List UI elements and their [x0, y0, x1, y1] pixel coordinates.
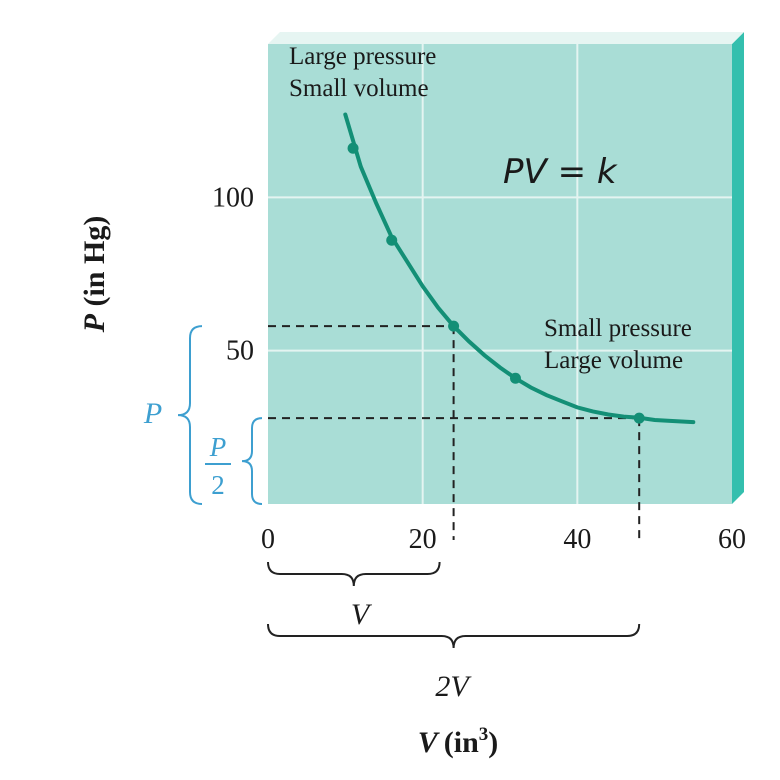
y-tick-label-100: 100 [212, 182, 254, 213]
data-point-4 [509, 372, 521, 384]
y-tick-label-50: 50 [226, 336, 254, 367]
x-tick-label-60: 60 [718, 524, 746, 555]
brace-label-p: P [143, 397, 162, 430]
x-axis-symbol: V [418, 726, 441, 759]
x-tick-labels: 0 20 40 60 [261, 524, 746, 555]
y-axis-unit: (in Hg) [78, 216, 111, 314]
annotation-large-pressure: Large pressure [289, 43, 436, 70]
brace-v [267, 561, 441, 587]
brace-p-half [241, 417, 263, 505]
equation-label: PV = k [503, 152, 618, 192]
annotation-small-pressure: Small pressure [544, 315, 692, 342]
data-point-3 [448, 320, 460, 332]
brace-label-v: V [351, 598, 373, 631]
x-axis-title: V (in3) [418, 724, 499, 759]
data-point-2 [386, 234, 398, 246]
brace-2v [267, 623, 641, 649]
plot-depth-edge [732, 32, 744, 504]
plot-area [268, 44, 732, 504]
brace-label-p-half-numerator: P [209, 432, 227, 462]
x-tick-label-20: 20 [409, 524, 437, 555]
data-points [347, 142, 645, 424]
x-tick-label-0: 0 [261, 524, 275, 555]
annotation-small-volume: Small volume [289, 75, 429, 102]
x-axis-unit-exponent: 3 [479, 724, 489, 745]
y-axis-title: P (in Hg) [78, 216, 111, 334]
plot-top-edge [268, 32, 744, 44]
x-axis-unit: (in [444, 726, 479, 759]
y-tick-labels: 50 100 [212, 182, 254, 366]
gridlines [268, 44, 732, 504]
x-axis-unit-close: ) [488, 726, 498, 759]
brace-p [177, 325, 203, 505]
data-point-5 [633, 412, 645, 424]
y-axis-symbol: P [78, 313, 111, 333]
data-point-1 [347, 142, 359, 154]
brace-label-p-half-denominator: 2 [211, 470, 225, 500]
reference-dashed-lines [268, 325, 641, 540]
annotation-large-volume: Large volume [544, 347, 683, 374]
x-tick-label-40: 40 [563, 524, 591, 555]
brace-label-2v: 2V [435, 670, 472, 703]
